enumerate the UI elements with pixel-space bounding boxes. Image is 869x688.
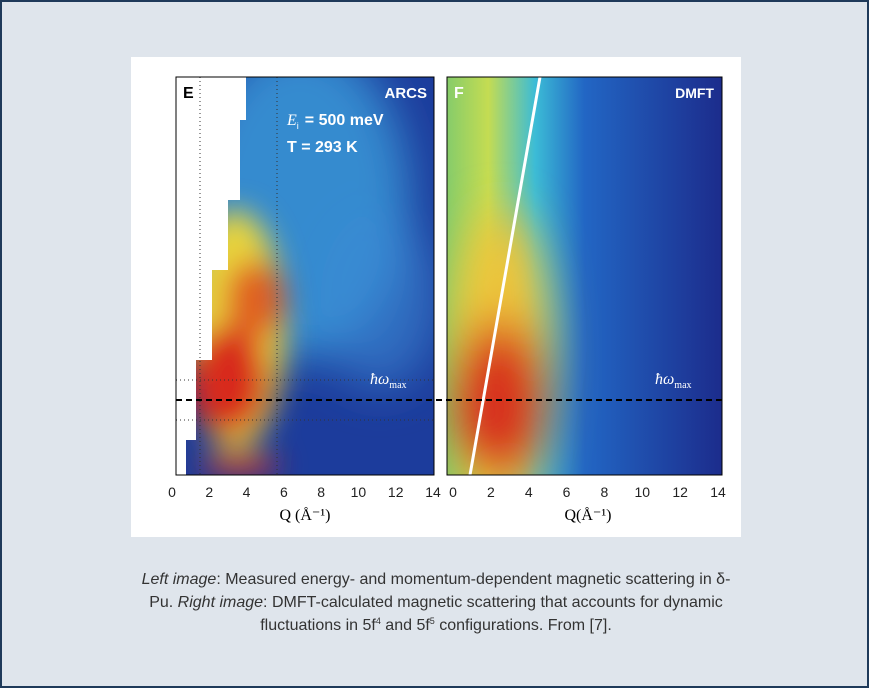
superscript: 4	[375, 616, 381, 626]
omega-label: ħωmax	[370, 371, 407, 391]
x-tick-label: 14	[710, 484, 726, 500]
caption-text: : DMFT-calculated magnetic scattering th…	[260, 594, 723, 634]
caption: Left image: Measured energy- and momentu…	[131, 568, 741, 637]
caption-text: and 5f	[380, 617, 430, 634]
caption-label: Right image	[177, 594, 264, 611]
x-tick-label: 12	[388, 484, 404, 500]
left-heatmap	[176, 77, 434, 475]
temperature: T = 293 K	[287, 139, 358, 156]
x-tick-label: 2	[487, 484, 495, 500]
instrument: ARCS	[384, 85, 427, 102]
right-heatmap	[447, 77, 722, 475]
x-tick-label: 6	[563, 484, 571, 500]
x-tick-label: 8	[601, 484, 609, 500]
incident-energy: Ei = 500 meV	[286, 112, 384, 131]
x-tick-label: 4	[243, 484, 251, 500]
x-tick-label: 10	[634, 484, 650, 500]
x-tick-label: 2	[205, 484, 213, 500]
x-tick-label: 12	[672, 484, 688, 500]
x-axis-label: Q (Å⁻¹)	[279, 506, 330, 524]
caption-text: : Measured energy- and momentum-dependen…	[149, 571, 731, 611]
x-tick-label: 4	[525, 484, 533, 500]
x-tick-label: 14	[425, 484, 441, 500]
x-tick-label: 0	[449, 484, 457, 500]
caption-label: Left image	[141, 571, 217, 588]
panel-letter: F	[454, 85, 464, 102]
method: DMFT	[675, 85, 714, 101]
x-tick-label: 6	[280, 484, 288, 500]
x-tick-label: 8	[317, 484, 325, 500]
x-axis-label: Q(Å⁻¹)	[564, 506, 611, 524]
caption-text: configurations. From [7].	[434, 617, 612, 634]
superscript: 5	[429, 616, 435, 626]
panel-letter: E	[183, 85, 194, 102]
x-tick-label: 0	[168, 484, 176, 500]
omega-label: ħωmax	[655, 371, 692, 391]
x-tick-label: 10	[351, 484, 367, 500]
